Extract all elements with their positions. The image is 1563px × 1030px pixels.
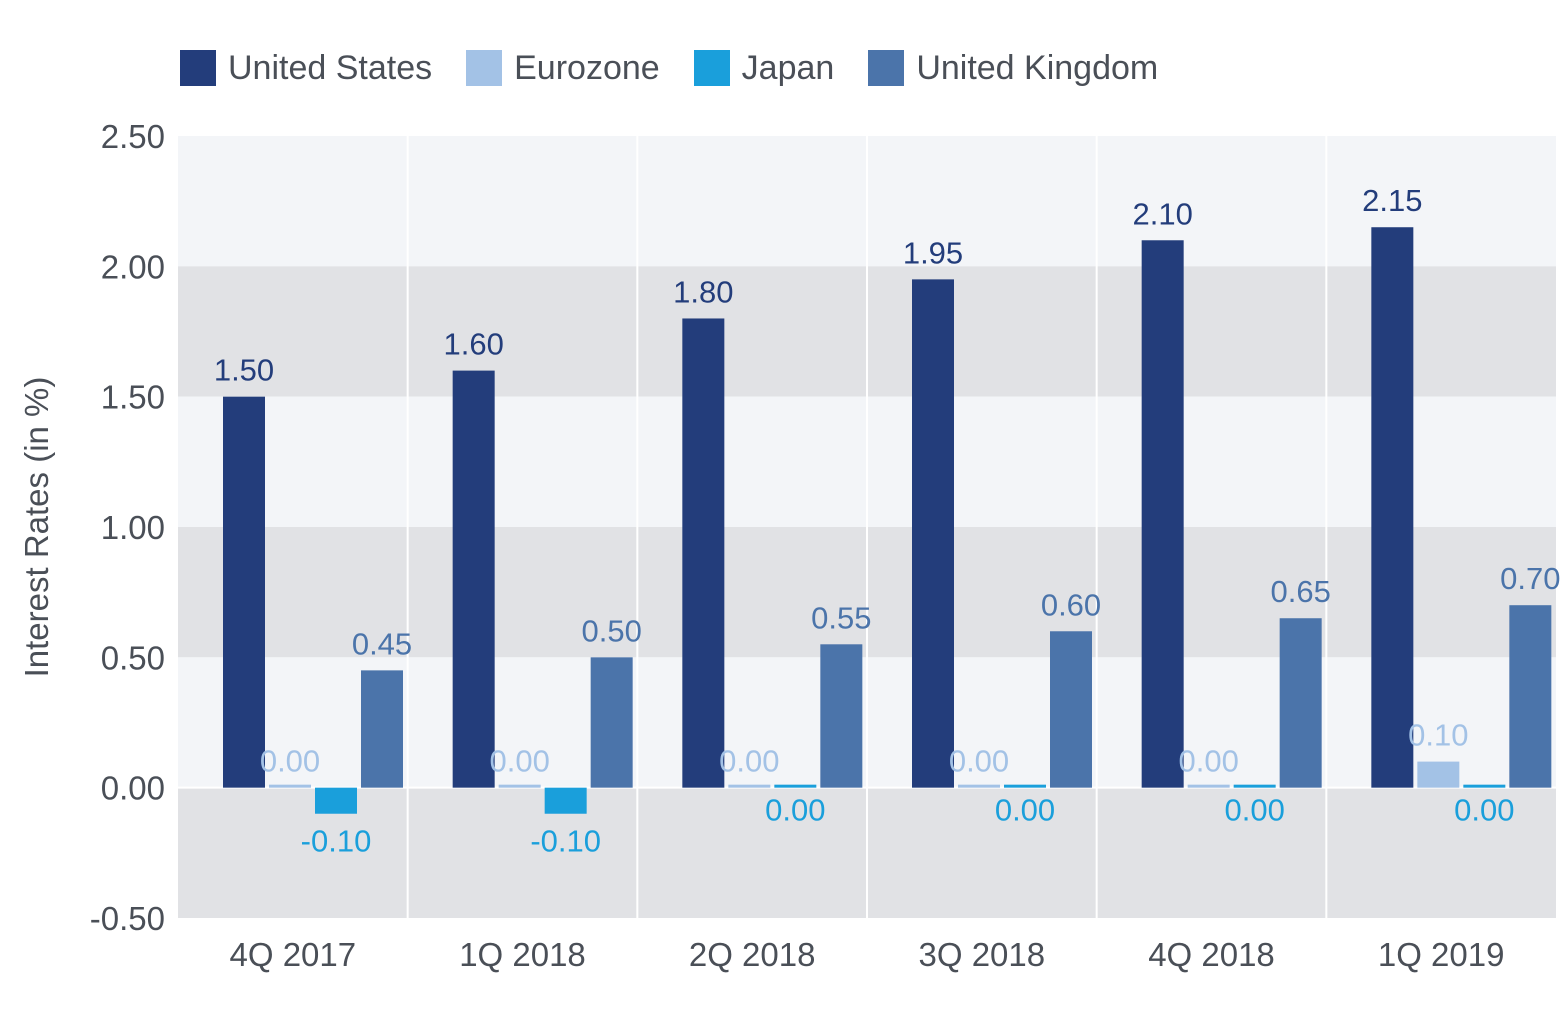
- bar-eurozone: [1187, 784, 1230, 788]
- y-tick-label: 2.00: [101, 248, 165, 285]
- bar-united-kingdom: [820, 644, 863, 788]
- y-tick-label: 1.00: [101, 509, 165, 546]
- x-tick-label: 2Q 2018: [689, 936, 816, 973]
- bar-united-kingdom: [361, 670, 403, 788]
- data-label-united-states: 1.50: [214, 353, 274, 388]
- x-tick-label: 4Q 2017: [230, 936, 357, 973]
- y-tick-label: 0.50: [101, 639, 165, 676]
- data-label-united-kingdom: 0.45: [352, 626, 412, 661]
- legend-label-eurozone: Eurozone: [514, 48, 660, 87]
- bar-japan: [1004, 784, 1046, 788]
- data-label-eurozone: 0.00: [489, 744, 549, 779]
- x-tick-label: 1Q 2018: [459, 936, 586, 973]
- bar-united-kingdom: [1279, 618, 1322, 788]
- data-label-eurozone: 0.00: [260, 744, 320, 779]
- data-label-united-states: 2.10: [1132, 196, 1192, 231]
- x-tick-label: 1Q 2019: [1378, 936, 1505, 973]
- data-label-united-states: 2.15: [1362, 183, 1422, 218]
- legend-label-united-kingdom: United Kingdom: [916, 48, 1159, 87]
- data-label-united-kingdom: 0.65: [1270, 574, 1330, 609]
- data-label-united-states: 1.95: [903, 235, 963, 270]
- data-label-japan: 0.00: [1224, 793, 1284, 828]
- y-tick-label: 1.50: [101, 379, 165, 416]
- bar-japan: [774, 784, 817, 788]
- y-tick-label: 2.50: [101, 118, 165, 155]
- data-label-eurozone: 0.10: [1408, 718, 1468, 753]
- x-tick-label: 4Q 2018: [1148, 936, 1275, 973]
- data-label-japan: -0.10: [530, 824, 601, 859]
- data-label-united-states: 1.60: [443, 327, 503, 362]
- bar-eurozone: [498, 784, 541, 788]
- legend-swatch-united-kingdom: [868, 50, 905, 86]
- legend-swatch-japan: [693, 50, 730, 86]
- data-label-united-kingdom: 0.60: [1041, 587, 1101, 622]
- bar-united-states: [1371, 227, 1414, 788]
- legend: United States Eurozone Japan United King…: [180, 48, 1192, 88]
- bar-eurozone: [269, 784, 311, 788]
- bar-japan: [315, 787, 357, 814]
- legend-label-japan: Japan: [741, 48, 835, 87]
- legend-swatch-united-states: [180, 50, 216, 86]
- legend-label-united-states: United States: [228, 48, 433, 87]
- legend-item-united-states: United States: [180, 49, 432, 88]
- data-label-eurozone: 0.00: [949, 744, 1009, 779]
- bar-united-states: [223, 396, 265, 788]
- data-label-japan: -0.10: [301, 824, 372, 859]
- legend-item-united-kingdom: United Kingdom: [868, 49, 1158, 88]
- bar-united-states: [912, 279, 954, 788]
- data-label-eurozone: 0.00: [719, 744, 779, 779]
- data-label-united-states: 1.80: [673, 274, 733, 309]
- bar-japan: [1233, 784, 1276, 788]
- bar-united-kingdom: [1509, 605, 1552, 788]
- data-label-japan: 0.00: [1454, 793, 1514, 828]
- legend-item-japan: Japan: [693, 48, 835, 88]
- bar-eurozone: [958, 784, 1000, 788]
- data-label-united-kingdom: 0.50: [581, 613, 641, 648]
- legend-item-eurozone: Eurozone: [466, 49, 660, 88]
- bar-japan: [544, 787, 587, 814]
- bar-eurozone: [728, 784, 771, 788]
- x-tick-label: 3Q 2018: [919, 936, 1046, 973]
- data-label-united-kingdom: 0.55: [811, 600, 871, 635]
- bar-united-states: [1141, 240, 1184, 788]
- bar-eurozone: [1417, 761, 1460, 788]
- data-label-japan: 0.00: [765, 793, 825, 828]
- y-tick-label: 0.00: [101, 770, 165, 807]
- bar-japan: [1463, 784, 1506, 788]
- bar-united-kingdom: [590, 657, 633, 788]
- bar-united-states: [452, 370, 495, 788]
- bar-united-states: [682, 318, 725, 788]
- bar-united-kingdom: [1050, 631, 1092, 788]
- y-axis-label: Interest Rates (in %): [18, 377, 55, 678]
- legend-swatch-eurozone: [466, 50, 503, 86]
- data-label-united-kingdom: 0.70: [1500, 561, 1560, 596]
- y-tick-label: -0.50: [90, 900, 165, 937]
- data-label-eurozone: 0.00: [1178, 744, 1238, 779]
- data-label-japan: 0.00: [995, 793, 1055, 828]
